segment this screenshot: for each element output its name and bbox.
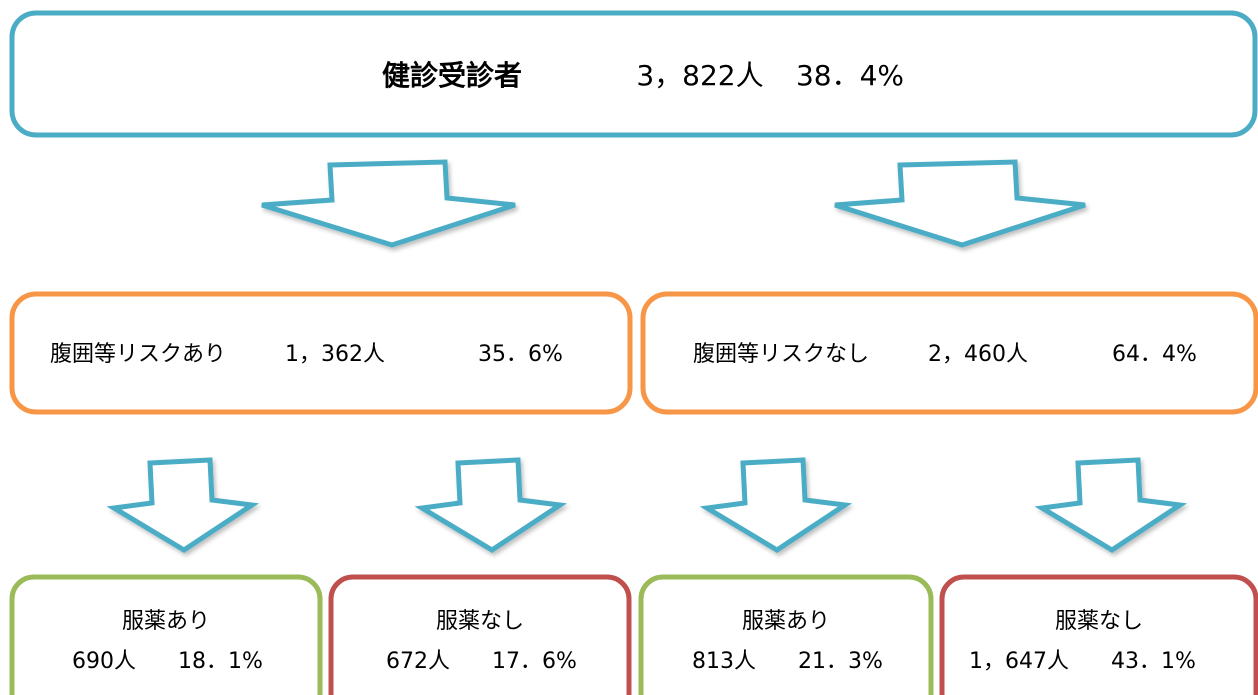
bottom-rate: 17．6% [492,649,577,674]
top-count: 3，822人 [636,59,763,92]
bottom-label: 服薬なし [436,609,524,634]
middle-label: 腹囲等リスクあり [50,342,226,367]
bottom-rate: 18．1% [178,649,263,674]
bottom-box [638,574,934,695]
bottom-rate: 43．1% [1111,649,1196,674]
middle-count: 2，460人 [928,342,1028,367]
middle-rate: 35．6% [478,342,563,367]
bottom-box [9,574,323,695]
arrow [261,159,516,248]
bottom-label: 服薬あり [742,609,830,634]
bottom-count: 672人 [386,649,450,674]
middle-box [640,291,1258,415]
middle-box [9,291,633,415]
arrow [834,159,1086,248]
top-label: 健診受診者 [382,59,522,92]
bottom-count: 813人 [692,649,756,674]
middle-rate: 64．4% [1112,342,1197,367]
bottom-rate: 21．3% [798,649,883,674]
arrow [1034,457,1188,553]
bottom-count: 690人 [72,649,136,674]
bottom-label: 服薬あり [122,609,210,634]
bottom-count: 1，647人 [969,649,1069,674]
bottom-box [939,574,1258,695]
arrow [106,457,260,553]
bottom-box [328,574,632,695]
middle-count: 1，362人 [285,342,385,367]
arrow [414,457,568,553]
top-box [9,10,1258,138]
bottom-label: 服薬なし [1055,609,1143,634]
top-rate: 38．4% [796,59,904,92]
arrow [699,457,853,553]
middle-label: 腹囲等リスクなし [693,342,869,367]
